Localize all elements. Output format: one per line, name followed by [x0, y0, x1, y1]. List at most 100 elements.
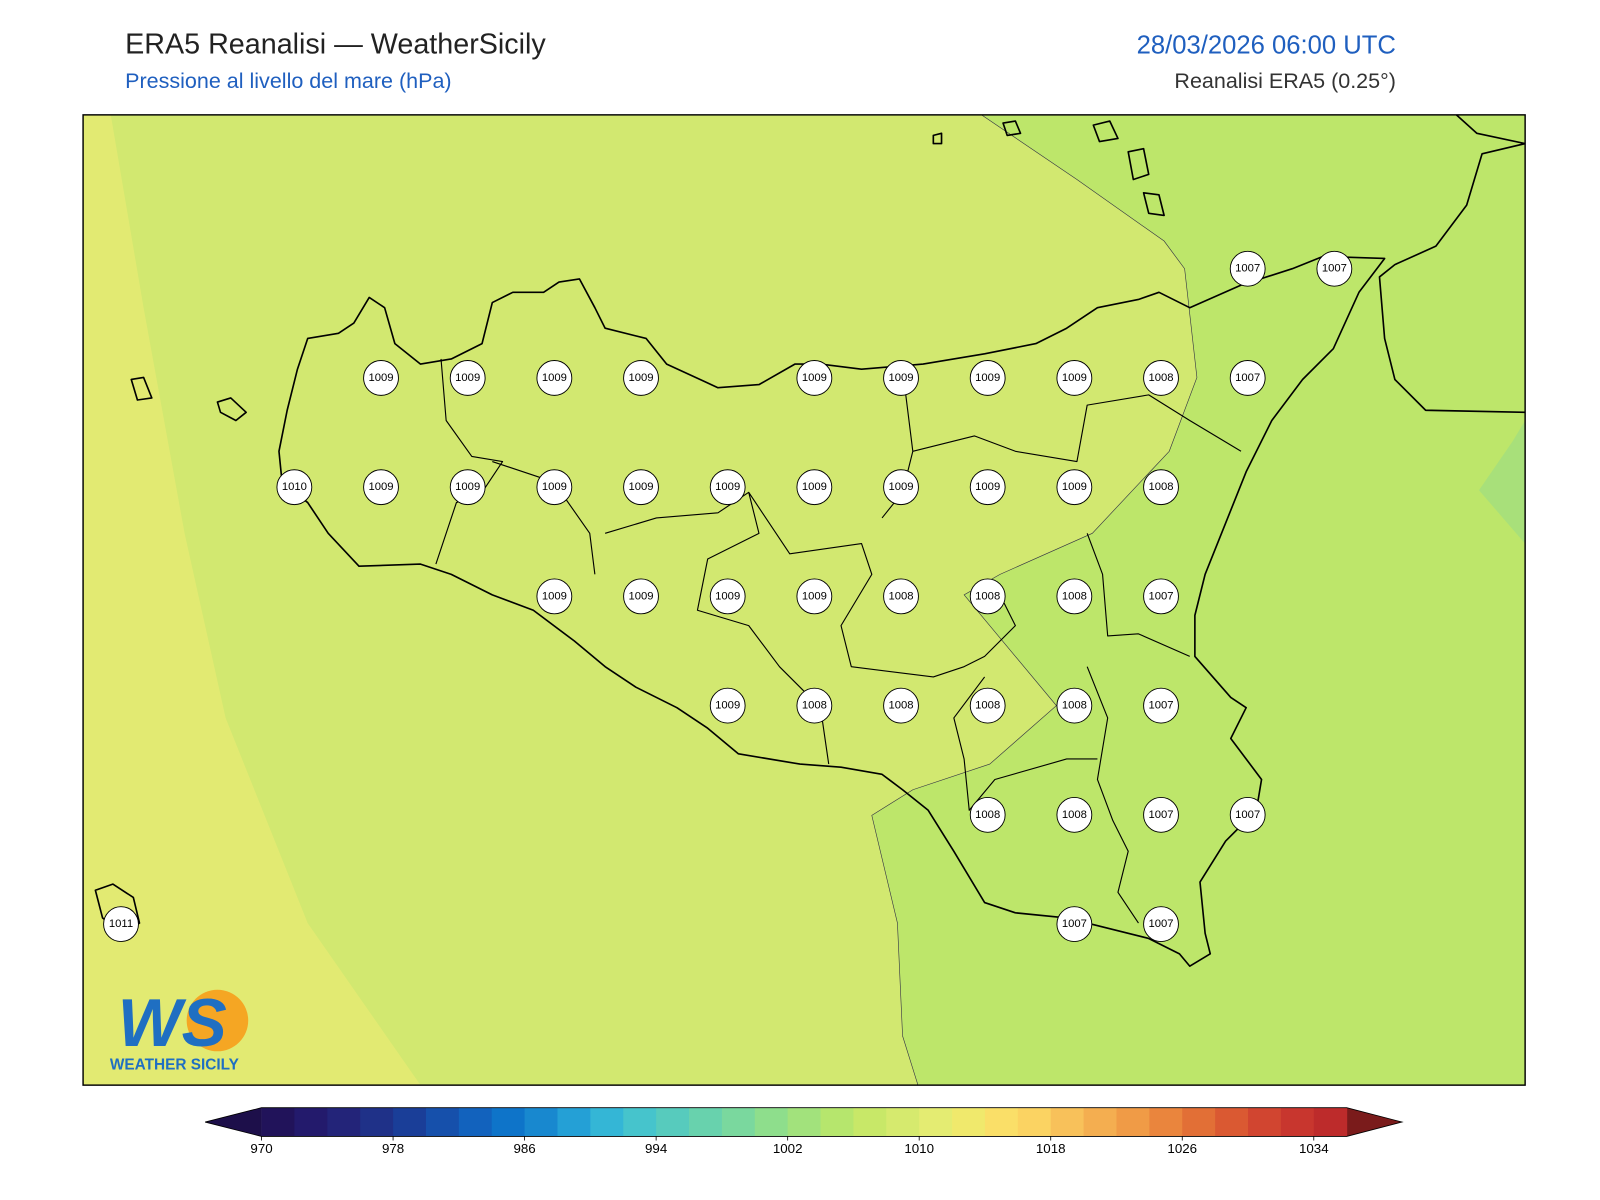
colorbar-box	[1083, 1107, 1118, 1137]
colorbar-tick-label: 1010	[904, 1141, 934, 1156]
subtitle: Pressione al livello del mare (hPa)	[125, 69, 451, 93]
colorbar-box	[1017, 1107, 1052, 1137]
station-marker	[1143, 469, 1179, 506]
station-marker	[449, 469, 486, 506]
station-value: 1008	[1062, 590, 1087, 602]
station-marker	[969, 687, 1006, 724]
station-labels: 1007 1007 1009 1009 1009 1009 1009 1009 1009 1009…	[103, 250, 1353, 942]
colorbar-tick-label: 986	[513, 1141, 535, 1156]
colorbar-box	[886, 1107, 920, 1137]
islands	[94, 120, 1165, 935]
station-marker	[969, 469, 1006, 506]
station-value: 1008	[802, 700, 827, 712]
colorbar-tick-label: 970	[250, 1141, 272, 1156]
station-value: 1008	[888, 700, 913, 712]
map-frame	[82, 114, 1526, 1086]
colorbar-box	[524, 1107, 558, 1137]
station-marker	[709, 687, 746, 724]
colorbar-tick-label: 1034	[1299, 1141, 1329, 1156]
station-value: 1007	[1148, 809, 1173, 821]
colorbar-extend-low	[205, 1107, 262, 1137]
station-value: 1009	[542, 372, 567, 384]
station-value: 1009	[715, 590, 740, 602]
colorbar-box	[590, 1107, 624, 1137]
station-value: 1009	[368, 481, 393, 493]
station-value: 1007	[1148, 590, 1173, 602]
colorbar-box	[360, 1107, 394, 1137]
colorbar-box	[393, 1107, 427, 1137]
station-value: 1009	[802, 481, 827, 493]
station-value: 1009	[802, 372, 827, 384]
station-value: 1008	[1062, 809, 1087, 821]
colorbar-box	[1313, 1107, 1348, 1137]
station-value: 1009	[628, 590, 653, 602]
station-marker	[883, 469, 919, 506]
station-marker	[103, 906, 139, 942]
station-marker	[969, 796, 1006, 833]
station-value: 1009	[1062, 481, 1087, 493]
station-marker	[796, 687, 833, 724]
station-marker	[883, 578, 919, 615]
sicily-coast	[278, 255, 1386, 967]
colorbar-outline	[205, 1107, 1404, 1137]
colorbar-box	[1149, 1107, 1183, 1137]
station-value: 1009	[888, 481, 913, 493]
station-value: 1008	[975, 700, 1000, 712]
station-marker	[1316, 250, 1353, 287]
colorbar-box	[294, 1107, 328, 1137]
colorbar-box	[1248, 1107, 1282, 1137]
station-marker	[796, 578, 833, 615]
colorbar-box	[425, 1107, 460, 1137]
station-marker	[536, 578, 573, 615]
station-value: 1009	[975, 481, 1000, 493]
station-value: 1007	[1148, 700, 1173, 712]
colorbar-box	[820, 1107, 854, 1137]
station-value: 1008	[1062, 700, 1087, 712]
logo-sun	[186, 989, 249, 1052]
station-marker	[796, 469, 833, 506]
station-value: 1009	[715, 481, 740, 493]
colorbar: 970 978 986 994 1002 1010 1018 1026 1034	[205, 1107, 1404, 1156]
station-value: 1007	[1235, 809, 1260, 821]
station-marker	[1229, 360, 1266, 396]
station-marker	[449, 360, 486, 396]
colorbar-box	[721, 1107, 756, 1137]
station-value: 1009	[628, 372, 653, 384]
colorbar-tick-label: 1002	[773, 1141, 803, 1156]
colorbar-box	[1215, 1107, 1249, 1137]
colorbar-box	[919, 1107, 953, 1137]
station-value: 1010	[282, 481, 307, 493]
station-value: 1009	[975, 372, 1000, 384]
station-value: 1008	[975, 809, 1000, 821]
station-marker	[536, 469, 573, 506]
datetime: 28/03/2026 06:00 UTC	[1137, 31, 1396, 59]
field-1010	[83, 114, 421, 1086]
colorbar-box	[754, 1107, 789, 1137]
colorbar-box	[491, 1107, 526, 1137]
station-value: 1009	[455, 481, 480, 493]
station-marker	[1143, 578, 1179, 615]
colorbar-box	[1050, 1107, 1085, 1137]
station-value: 1009	[542, 481, 567, 493]
station-value: 1009	[715, 700, 740, 712]
station-marker	[1056, 578, 1093, 615]
station-marker	[709, 578, 746, 615]
colorbar-tick-label: 1018	[1036, 1141, 1066, 1156]
station-value: 1008	[1148, 481, 1173, 493]
station-marker	[1229, 250, 1266, 287]
station-marker	[709, 469, 746, 506]
station-marker	[1143, 687, 1179, 724]
colorbar-tick-label: 1026	[1167, 1141, 1197, 1156]
station-value: 1007	[1322, 263, 1347, 275]
station-marker	[623, 360, 659, 396]
station-marker	[536, 360, 573, 396]
station-value: 1009	[1062, 372, 1087, 384]
station-marker	[883, 360, 919, 396]
station-value: 1009	[802, 590, 827, 602]
station-marker	[969, 578, 1006, 615]
station-marker	[1056, 906, 1093, 942]
station-marker	[1056, 687, 1093, 724]
station-value: 1009	[455, 372, 480, 384]
colorbar-box	[984, 1107, 1019, 1137]
